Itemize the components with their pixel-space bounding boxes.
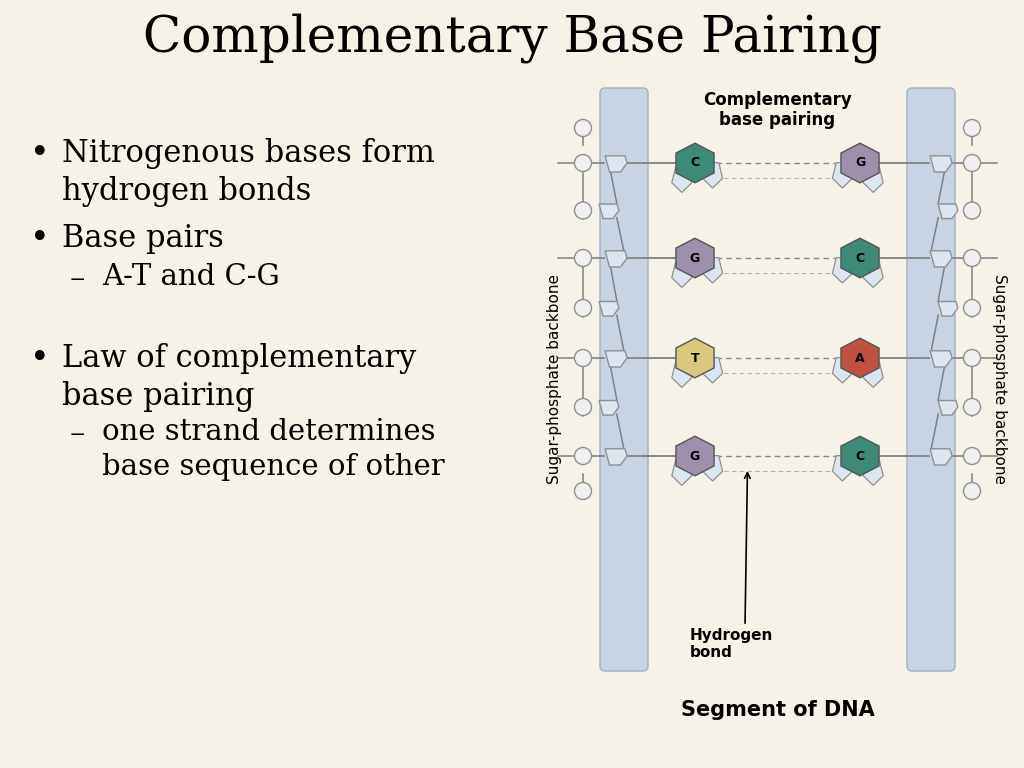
Circle shape <box>964 300 981 316</box>
Polygon shape <box>863 262 883 287</box>
Text: T: T <box>690 352 699 365</box>
Circle shape <box>964 154 981 171</box>
Polygon shape <box>841 238 879 278</box>
Polygon shape <box>930 156 952 172</box>
Text: A-T and C-G: A-T and C-G <box>102 263 280 291</box>
Text: Segment of DNA: Segment of DNA <box>681 700 874 720</box>
FancyBboxPatch shape <box>600 88 648 671</box>
Polygon shape <box>605 449 627 465</box>
Text: –: – <box>70 418 85 449</box>
Polygon shape <box>605 156 627 172</box>
Circle shape <box>574 120 592 137</box>
Polygon shape <box>930 251 952 267</box>
Polygon shape <box>605 351 627 367</box>
Polygon shape <box>841 436 879 476</box>
Polygon shape <box>863 167 883 193</box>
Text: Sugar-phosphate backbone: Sugar-phosphate backbone <box>548 274 562 485</box>
Circle shape <box>574 202 592 219</box>
Polygon shape <box>863 362 883 387</box>
Polygon shape <box>930 449 952 465</box>
Text: C: C <box>855 449 864 462</box>
Circle shape <box>964 399 981 415</box>
Circle shape <box>964 202 981 219</box>
Text: •: • <box>30 343 49 375</box>
Circle shape <box>574 300 592 316</box>
Circle shape <box>574 399 592 415</box>
Polygon shape <box>672 460 692 485</box>
Text: G: G <box>855 157 865 170</box>
Circle shape <box>964 120 981 137</box>
Polygon shape <box>672 362 692 387</box>
Text: C: C <box>690 157 699 170</box>
Circle shape <box>574 154 592 171</box>
Circle shape <box>574 482 592 499</box>
Circle shape <box>574 448 592 465</box>
Polygon shape <box>599 204 618 219</box>
Text: Base pairs: Base pairs <box>62 223 224 254</box>
Polygon shape <box>702 258 723 283</box>
Polygon shape <box>833 455 852 481</box>
Polygon shape <box>605 251 627 267</box>
Polygon shape <box>938 401 957 415</box>
Text: •: • <box>30 223 49 255</box>
Circle shape <box>964 250 981 266</box>
Text: C: C <box>855 251 864 264</box>
Text: –: – <box>70 263 85 294</box>
Circle shape <box>574 250 592 266</box>
Polygon shape <box>702 358 723 383</box>
Polygon shape <box>833 258 852 283</box>
Circle shape <box>964 482 981 499</box>
Polygon shape <box>702 163 723 188</box>
Polygon shape <box>676 143 714 183</box>
Circle shape <box>574 349 592 366</box>
Polygon shape <box>841 143 879 183</box>
Polygon shape <box>863 460 883 485</box>
Polygon shape <box>938 302 957 316</box>
Text: G: G <box>690 449 700 462</box>
Text: Nitrogenous bases form
hydrogen bonds: Nitrogenous bases form hydrogen bonds <box>62 138 435 207</box>
Text: •: • <box>30 138 49 170</box>
Polygon shape <box>833 163 852 188</box>
Polygon shape <box>672 167 692 193</box>
Polygon shape <box>841 338 879 378</box>
Polygon shape <box>930 351 952 367</box>
Circle shape <box>964 448 981 465</box>
Polygon shape <box>599 302 618 316</box>
Polygon shape <box>702 455 723 481</box>
Polygon shape <box>833 358 852 383</box>
Text: Hydrogen
bond: Hydrogen bond <box>690 627 773 660</box>
Text: Complementary Base Pairing: Complementary Base Pairing <box>142 13 882 63</box>
Text: one strand determines
base sequence of other: one strand determines base sequence of o… <box>102 418 444 481</box>
Polygon shape <box>599 401 618 415</box>
Polygon shape <box>672 262 692 287</box>
Text: G: G <box>690 251 700 264</box>
Polygon shape <box>676 338 714 378</box>
FancyBboxPatch shape <box>907 88 955 671</box>
Text: A: A <box>855 352 865 365</box>
Polygon shape <box>676 238 714 278</box>
Polygon shape <box>676 436 714 476</box>
Polygon shape <box>938 204 957 219</box>
Text: Complementary
base pairing: Complementary base pairing <box>703 91 852 129</box>
Text: Law of complementary
base pairing: Law of complementary base pairing <box>62 343 416 412</box>
Circle shape <box>964 349 981 366</box>
Text: Sugar-phosphate backbone: Sugar-phosphate backbone <box>992 274 1008 485</box>
